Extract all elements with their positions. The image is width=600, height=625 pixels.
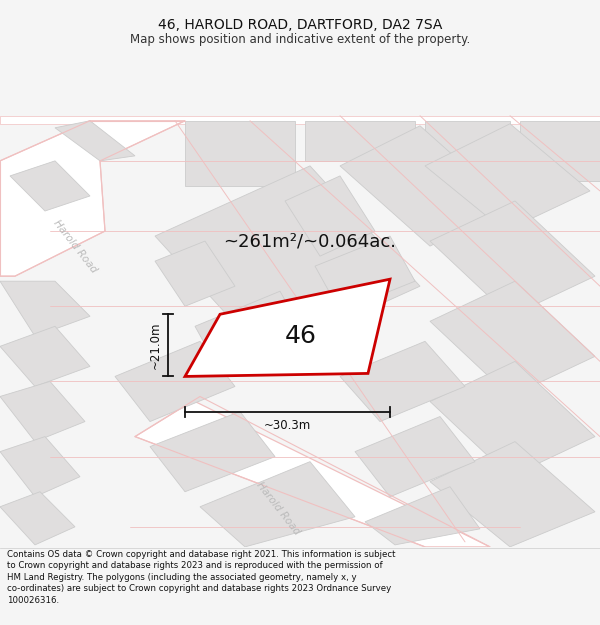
Text: 46: 46 bbox=[285, 324, 317, 348]
Text: ~261m²/~0.064ac.: ~261m²/~0.064ac. bbox=[223, 232, 397, 250]
Polygon shape bbox=[185, 121, 295, 186]
Polygon shape bbox=[0, 326, 90, 386]
Polygon shape bbox=[305, 121, 415, 161]
Polygon shape bbox=[195, 291, 305, 371]
Polygon shape bbox=[340, 341, 465, 421]
Polygon shape bbox=[425, 124, 590, 231]
Text: Harold Road: Harold Road bbox=[52, 217, 98, 274]
Text: Contains OS data © Crown copyright and database right 2021. This information is : Contains OS data © Crown copyright and d… bbox=[7, 550, 396, 605]
Text: ~21.0m: ~21.0m bbox=[149, 322, 162, 369]
Text: 46, HAROLD ROAD, DARTFORD, DA2 7SA: 46, HAROLD ROAD, DARTFORD, DA2 7SA bbox=[158, 18, 442, 32]
Polygon shape bbox=[200, 462, 355, 547]
Polygon shape bbox=[365, 487, 480, 545]
Text: ~30.3m: ~30.3m bbox=[264, 419, 311, 431]
Polygon shape bbox=[0, 121, 185, 276]
Polygon shape bbox=[0, 116, 600, 124]
Text: Harold Road: Harold Road bbox=[254, 481, 302, 537]
Polygon shape bbox=[430, 281, 595, 396]
Polygon shape bbox=[425, 121, 510, 166]
Polygon shape bbox=[355, 416, 475, 497]
Polygon shape bbox=[0, 381, 85, 442]
Polygon shape bbox=[115, 341, 235, 421]
Polygon shape bbox=[0, 281, 90, 336]
Polygon shape bbox=[430, 361, 595, 477]
Polygon shape bbox=[150, 411, 275, 492]
Polygon shape bbox=[185, 279, 390, 376]
Polygon shape bbox=[340, 126, 510, 246]
Polygon shape bbox=[315, 236, 415, 311]
Polygon shape bbox=[520, 121, 600, 181]
Polygon shape bbox=[155, 241, 235, 306]
Polygon shape bbox=[285, 176, 375, 256]
Polygon shape bbox=[430, 442, 595, 547]
Polygon shape bbox=[155, 166, 420, 356]
Polygon shape bbox=[10, 161, 90, 211]
Polygon shape bbox=[55, 121, 135, 161]
Polygon shape bbox=[0, 437, 80, 497]
Text: Map shows position and indicative extent of the property.: Map shows position and indicative extent… bbox=[130, 33, 470, 46]
Polygon shape bbox=[0, 492, 75, 545]
Polygon shape bbox=[135, 396, 490, 547]
Polygon shape bbox=[430, 201, 595, 316]
